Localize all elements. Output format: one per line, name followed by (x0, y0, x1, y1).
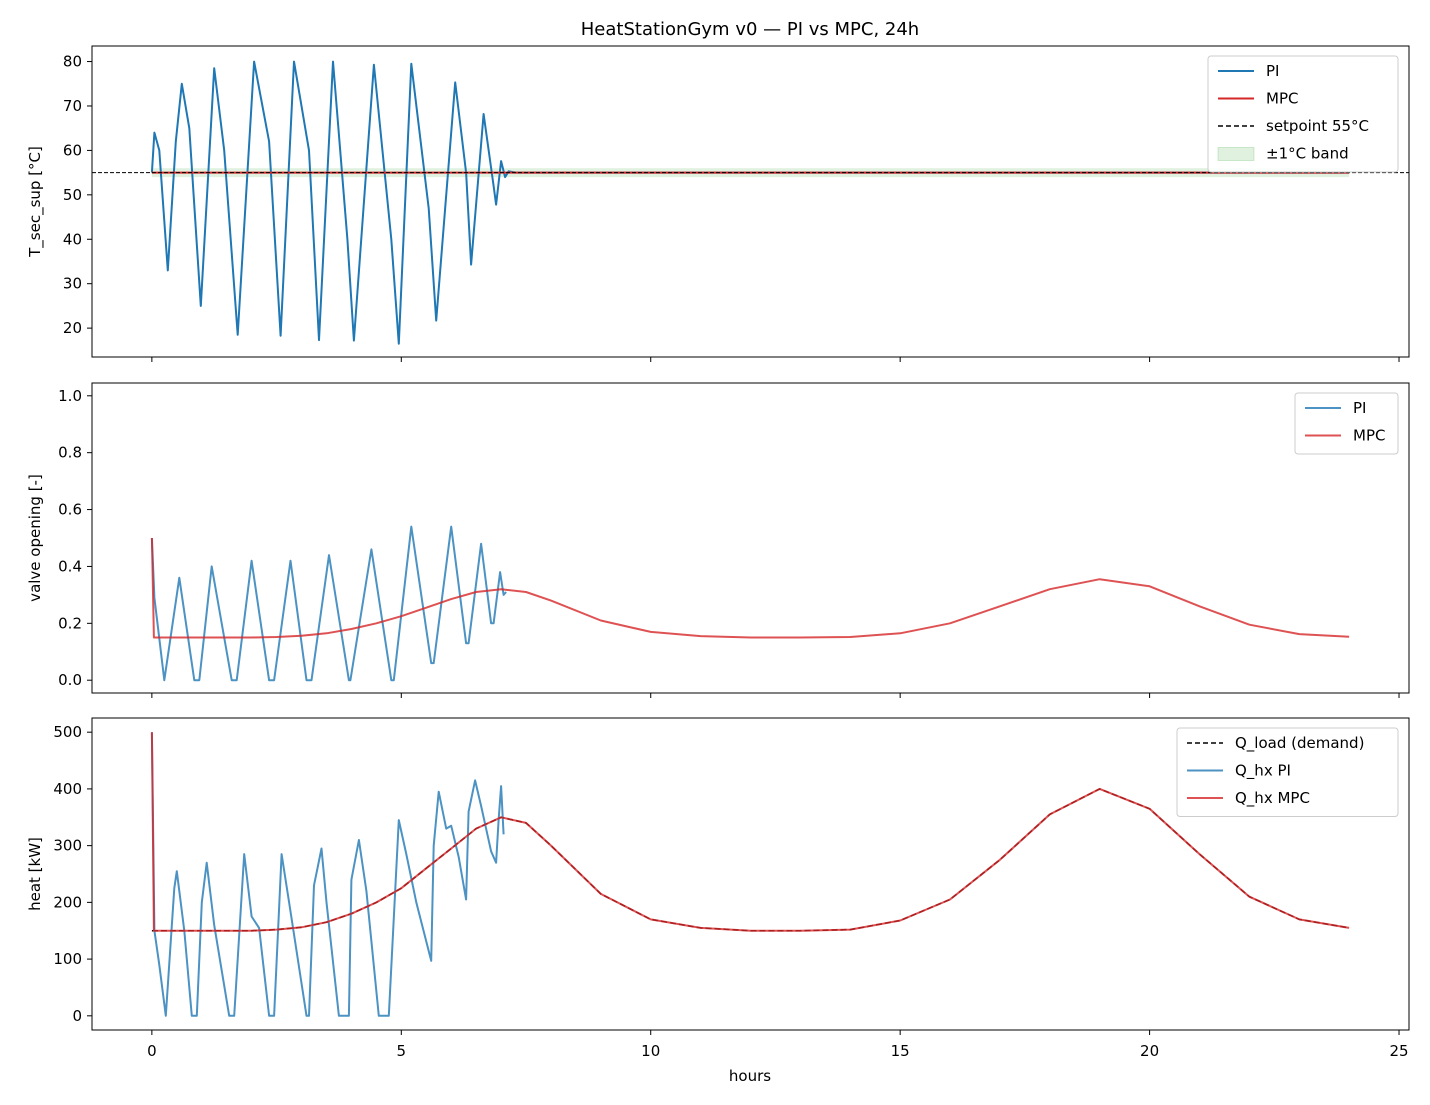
y-tick-label: 0.4 (58, 557, 82, 575)
x-tick-label: 25 (1389, 1042, 1408, 1060)
axes-frame (91, 45, 1410, 358)
y-tick-label: 100 (53, 950, 82, 968)
legend-label: PI (1266, 62, 1279, 80)
x-axis-label: hours (729, 1067, 771, 1085)
y-tick-label: 1.0 (58, 387, 82, 405)
y-tick-label: 400 (53, 780, 82, 798)
panel-3: 0 5 10 15 20 25 0 100 200 300 400 500 heat [kW] Q_loa… (26, 717, 1410, 1060)
y-tick-label: 500 (53, 723, 82, 741)
y-tick-label: 30 (63, 275, 82, 293)
axes-frame (91, 382, 1410, 694)
series-pi (150, 525, 507, 682)
series-q-load-demand- (151, 788, 1350, 932)
series-q-hx-pi (150, 732, 505, 1017)
legend: PI MPC setpoint 55°C ±1°C band (1207, 55, 1399, 173)
legend-label: PI (1353, 399, 1366, 417)
y-tick-label: 0.0 (58, 671, 82, 689)
y-tick-label: 60 (63, 141, 82, 159)
y-tick-label: 0 (72, 1007, 82, 1025)
y-tick-label: 0.8 (58, 444, 82, 462)
series-mpc (150, 537, 1350, 639)
legend-entry: ±1°C band (1217, 145, 1349, 163)
y-axis-label: valve opening [-] (26, 474, 44, 602)
legend-label: Q_hx MPC (1235, 789, 1310, 808)
legend-entry: Q_load (demand) (1187, 734, 1364, 753)
x-tick-label: 20 (1140, 1042, 1159, 1060)
legend-entry: setpoint 55°C (1218, 117, 1369, 135)
y-tick-label: 300 (53, 837, 82, 855)
legend-label: MPC (1353, 427, 1385, 445)
panel-2: 0.0 0.2 0.4 0.6 0.8 1.0 valve opening [-] PI MPC (26, 382, 1410, 698)
legend-box (1207, 55, 1399, 173)
legend-entry: Q_hx PI (1187, 762, 1291, 781)
legend-entry: PI (1305, 399, 1366, 417)
y-tick-label: 0.6 (58, 501, 82, 519)
y-tick-label: 80 (63, 53, 82, 71)
x-tick-label: 5 (397, 1042, 407, 1060)
y-tick-label: 0.2 (58, 614, 82, 632)
legend-swatch (1217, 147, 1255, 161)
legend-label: setpoint 55°C (1266, 117, 1369, 135)
panel-1: 20 30 40 50 60 70 80 T_sec_sup [°C] PI MPC setpoin… (26, 45, 1410, 362)
x-tick-label: 0 (147, 1042, 157, 1060)
axes-frame (91, 717, 1410, 1031)
y-tick-label: 20 (63, 319, 82, 337)
legend-entry: Q_hx MPC (1187, 789, 1310, 808)
x-tick-label: 15 (891, 1042, 910, 1060)
legend-box (1176, 727, 1399, 817)
legend-entry: MPC (1305, 427, 1385, 445)
y-axis-label: heat [kW] (26, 837, 44, 911)
y-tick-label: 70 (63, 97, 82, 115)
legend-label: Q_hx PI (1235, 762, 1291, 781)
legend-label: ±1°C band (1266, 145, 1349, 163)
series-q-hx-mpc (150, 732, 1350, 932)
y-tick-label: 200 (53, 893, 82, 911)
legend-entry: PI (1218, 62, 1279, 80)
legend-entry: MPC (1218, 90, 1298, 108)
x-tick-label: 10 (641, 1042, 660, 1060)
y-axis-label: T_sec_sup [°C] (26, 146, 45, 258)
series-pi (150, 60, 1350, 345)
legend-box (1294, 392, 1399, 455)
legend: Q_load (demand) Q_hx PI Q_hx MPC (1176, 727, 1399, 817)
legend-label: MPC (1266, 90, 1298, 108)
y-tick-label: 50 (63, 186, 82, 204)
legend: PI MPC (1294, 392, 1399, 455)
y-tick-label: 40 (63, 230, 82, 248)
legend-label: Q_load (demand) (1235, 734, 1364, 753)
chart-title: HeatStationGym v0 — PI vs MPC, 24h (581, 19, 919, 40)
